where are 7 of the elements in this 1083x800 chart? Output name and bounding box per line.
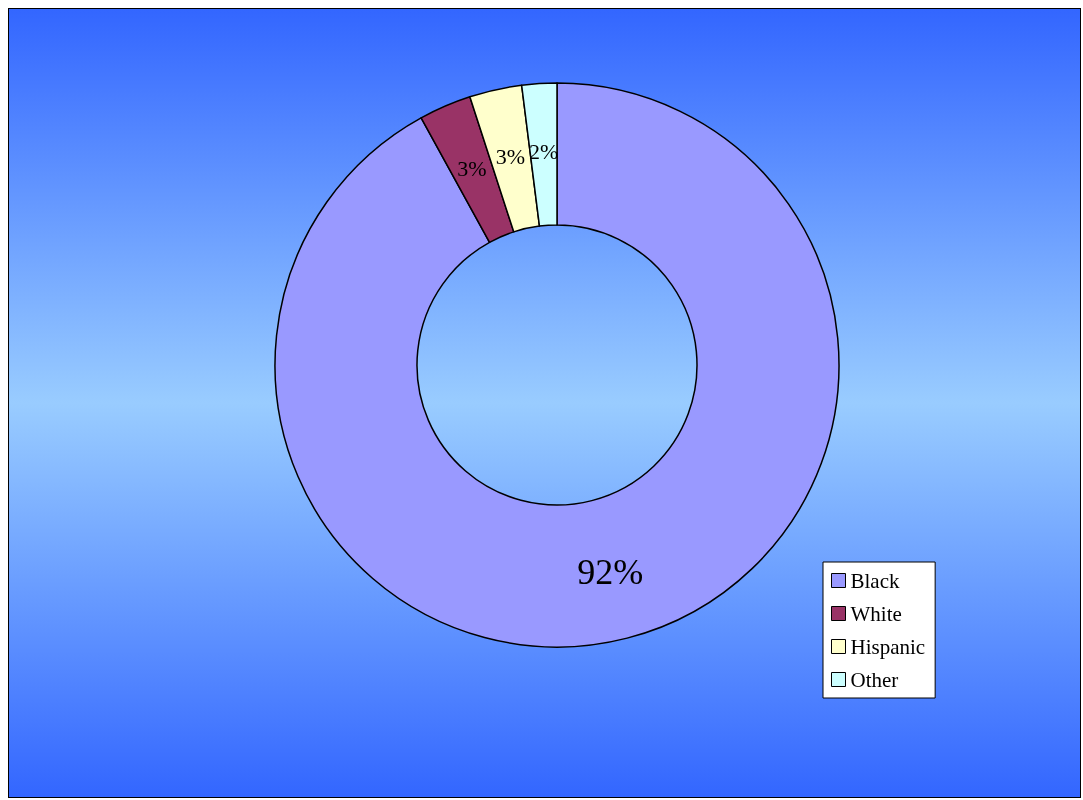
data-label: 92% bbox=[577, 552, 644, 593]
data-label: 3% bbox=[457, 156, 487, 182]
legend-label: Black bbox=[850, 568, 900, 593]
legend-label: White bbox=[850, 601, 902, 626]
legend-label: Hispanic bbox=[850, 634, 926, 659]
data-label: 3% bbox=[495, 143, 525, 169]
legend-label: Other bbox=[850, 667, 899, 692]
